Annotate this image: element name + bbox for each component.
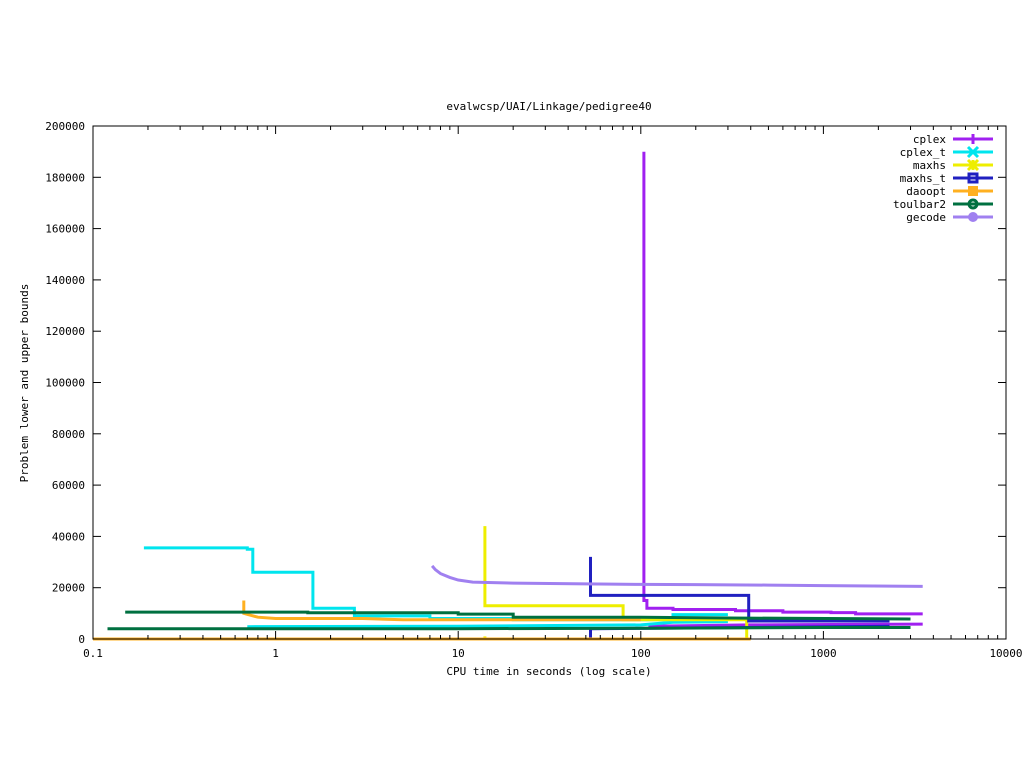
series-line-cplex_t	[247, 620, 728, 629]
y-tick-label: 0	[78, 633, 85, 646]
legend-marker-cplex	[968, 134, 978, 144]
y-tick-label: 180000	[45, 171, 85, 184]
legend-label-daoopt: daoopt	[906, 185, 946, 198]
y-tick-label: 80000	[52, 428, 85, 441]
legend-marker-daoopt	[968, 186, 978, 196]
y-tick-label: 60000	[52, 479, 85, 492]
series-line-toulbar2	[107, 626, 911, 631]
legend-label-gecode: gecode	[906, 211, 946, 224]
series-layer	[93, 151, 923, 641]
legend-label-cplex: cplex	[913, 133, 946, 146]
x-tick-label: 1	[272, 647, 279, 660]
legend-label-cplex_t: cplex_t	[900, 146, 946, 159]
y-tick-label: 20000	[52, 582, 85, 595]
legend-label-toulbar2: toulbar2	[893, 198, 946, 211]
series-line-gecode	[430, 564, 923, 588]
x-tick-label: 0.1	[83, 647, 103, 660]
x-axis: 0.1 1 10 100 1000 10000	[83, 126, 1023, 660]
legend: cplexcplex_tmaxhsmaxhs_tdaoopttoulbar2ge…	[893, 133, 993, 224]
legend-marker-toulbar2	[967, 198, 979, 210]
legend-marker-cplex_t	[966, 145, 980, 159]
legend-label-maxhs_t: maxhs_t	[900, 172, 946, 185]
series-line-daoopt	[242, 600, 641, 622]
legend-marker-maxhs_t	[967, 172, 979, 184]
legend-marker-maxhs	[966, 158, 980, 172]
legend-label-maxhs: maxhs	[913, 159, 946, 172]
series-line-toulbar2	[125, 610, 911, 621]
series-line-cplex	[648, 622, 923, 628]
y-axis-label: Problem lower and upper bounds	[18, 284, 31, 483]
plot-frame	[92, 125, 1007, 640]
y-tick-label: 200000	[45, 120, 85, 133]
series-line-cplex	[642, 151, 923, 616]
x-tick-label: 10	[452, 647, 465, 660]
y-tick-label: 100000	[45, 377, 85, 390]
y-tick-label: 160000	[45, 223, 85, 236]
y-tick-label: 140000	[45, 274, 85, 287]
x-tick-label: 100	[631, 647, 651, 660]
legend-marker-gecode	[968, 212, 978, 222]
x-tick-label: 1000	[810, 647, 837, 660]
chart-title: evalwcsp/UAI/Linkage/pedigree40	[446, 100, 651, 113]
x-tick-label: 10000	[989, 647, 1022, 660]
y-axis: 0 20000 40000 60000 80000 100000 120000 140000 1…	[45, 120, 1006, 646]
series-line-maxhs	[483, 526, 749, 639]
y-tick-label: 40000	[52, 530, 85, 543]
x-axis-label: CPU time in seconds (log scale)	[446, 665, 651, 678]
y-tick-label: 120000	[45, 325, 85, 338]
